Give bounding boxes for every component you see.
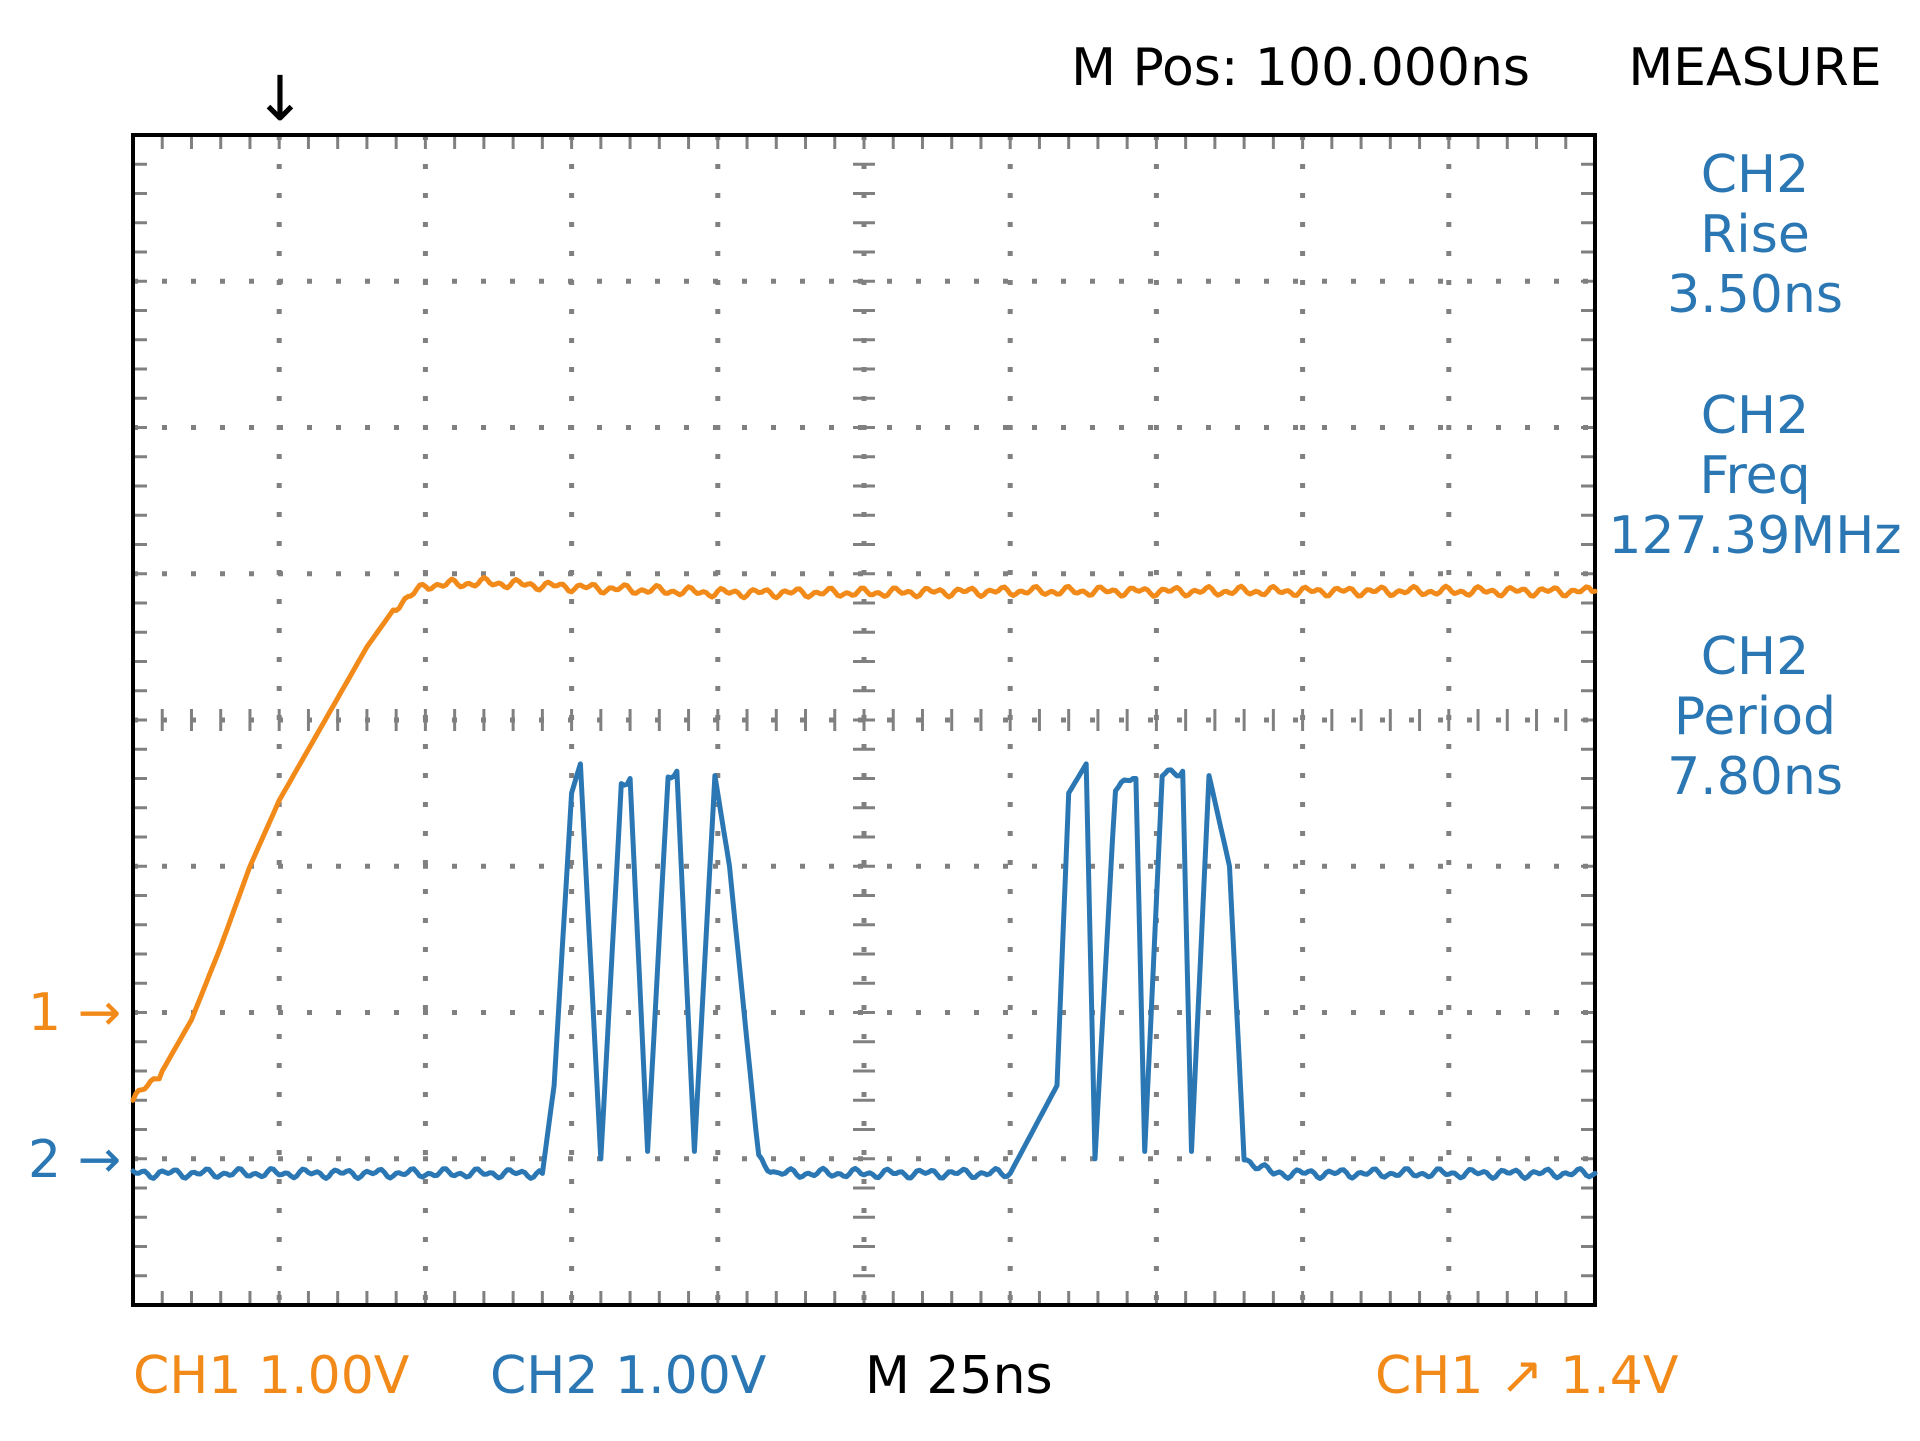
measurement-period[interactable]: CH2 Period 7.80ns [1667, 627, 1843, 807]
timebase-readout: M 25ns [865, 1346, 1053, 1406]
measurement-name: Freq [1699, 446, 1810, 506]
measurement-value: 3.50ns [1667, 265, 1843, 325]
graticule [133, 135, 1595, 1305]
plot-frame [131, 133, 1597, 1307]
measurement-name: Rise [1700, 205, 1810, 265]
trigger-readout: CH1 ↗ 1.4V [1375, 1346, 1679, 1406]
measurement-channel: CH2 [1701, 627, 1810, 687]
measurement-value: 127.39MHz [1608, 506, 1901, 566]
traces [130, 575, 1598, 1181]
measure-menu-title[interactable]: MEASURE [1628, 38, 1881, 98]
ch2-scale-readout: CH2 1.00V [490, 1346, 767, 1406]
measurement-freq[interactable]: CH2 Freq 127.39MHz [1608, 386, 1901, 566]
ch1-ground-marker: 1 → [28, 983, 121, 1043]
ch2-trace [130, 761, 1598, 1181]
trigger-position-marker: ↓ [254, 62, 306, 135]
ch2-ground-marker: 2 → [28, 1130, 121, 1190]
measurement-channel: CH2 [1701, 145, 1810, 205]
measurement-channel: CH2 [1701, 386, 1810, 446]
ch1-scale-readout: CH1 1.00V [133, 1346, 410, 1406]
measurement-value: 7.80ns [1667, 747, 1843, 807]
measurement-name: Period [1674, 687, 1836, 747]
measurement-rise[interactable]: CH2 Rise 3.50ns [1667, 145, 1843, 325]
m-pos-readout: M Pos: 100.000ns [1071, 38, 1530, 98]
measure-panel: CH2 Rise 3.50ns CH2 Freq 127.39MHz CH2 P… [1608, 145, 1901, 807]
ch1-trace [130, 575, 1598, 1103]
